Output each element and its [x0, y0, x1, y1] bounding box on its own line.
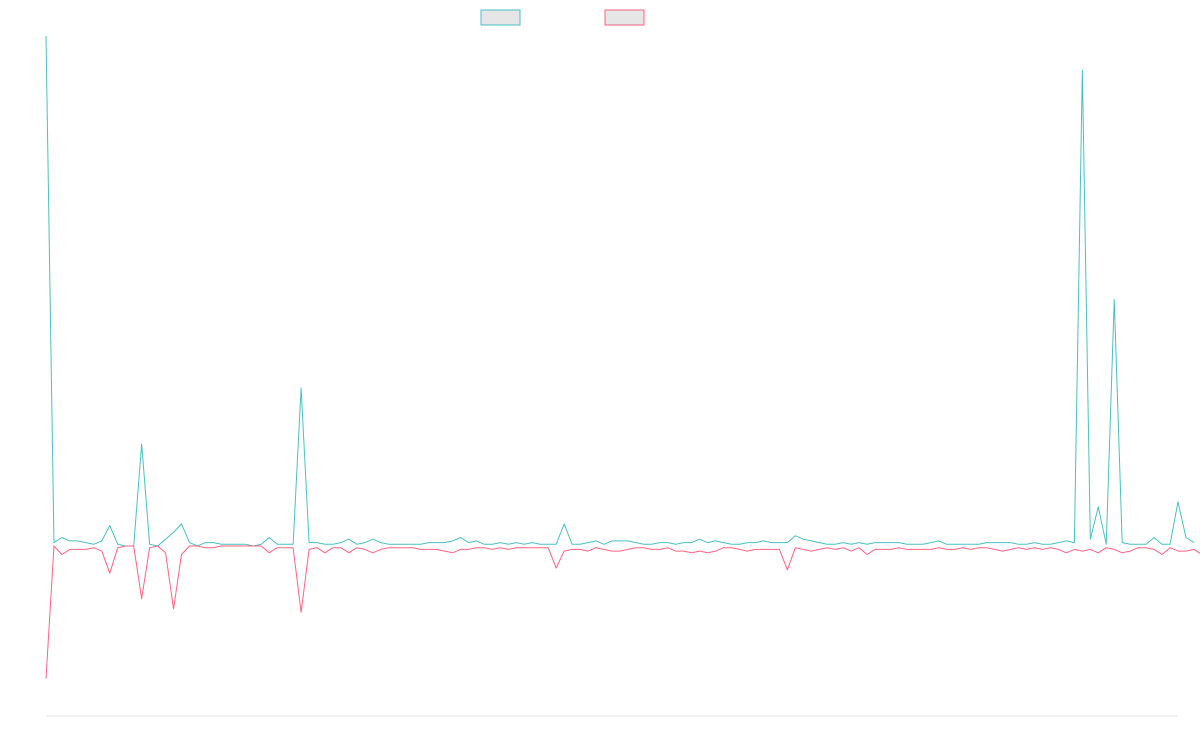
legend-swatch-series-b[interactable] [604, 9, 645, 26]
legend-swatch-series-a[interactable] [480, 9, 521, 26]
series-line-b [45, 545, 1200, 679]
legend [480, 9, 645, 26]
series-line-a [45, 35, 1195, 547]
plot-area [45, 35, 1200, 717]
